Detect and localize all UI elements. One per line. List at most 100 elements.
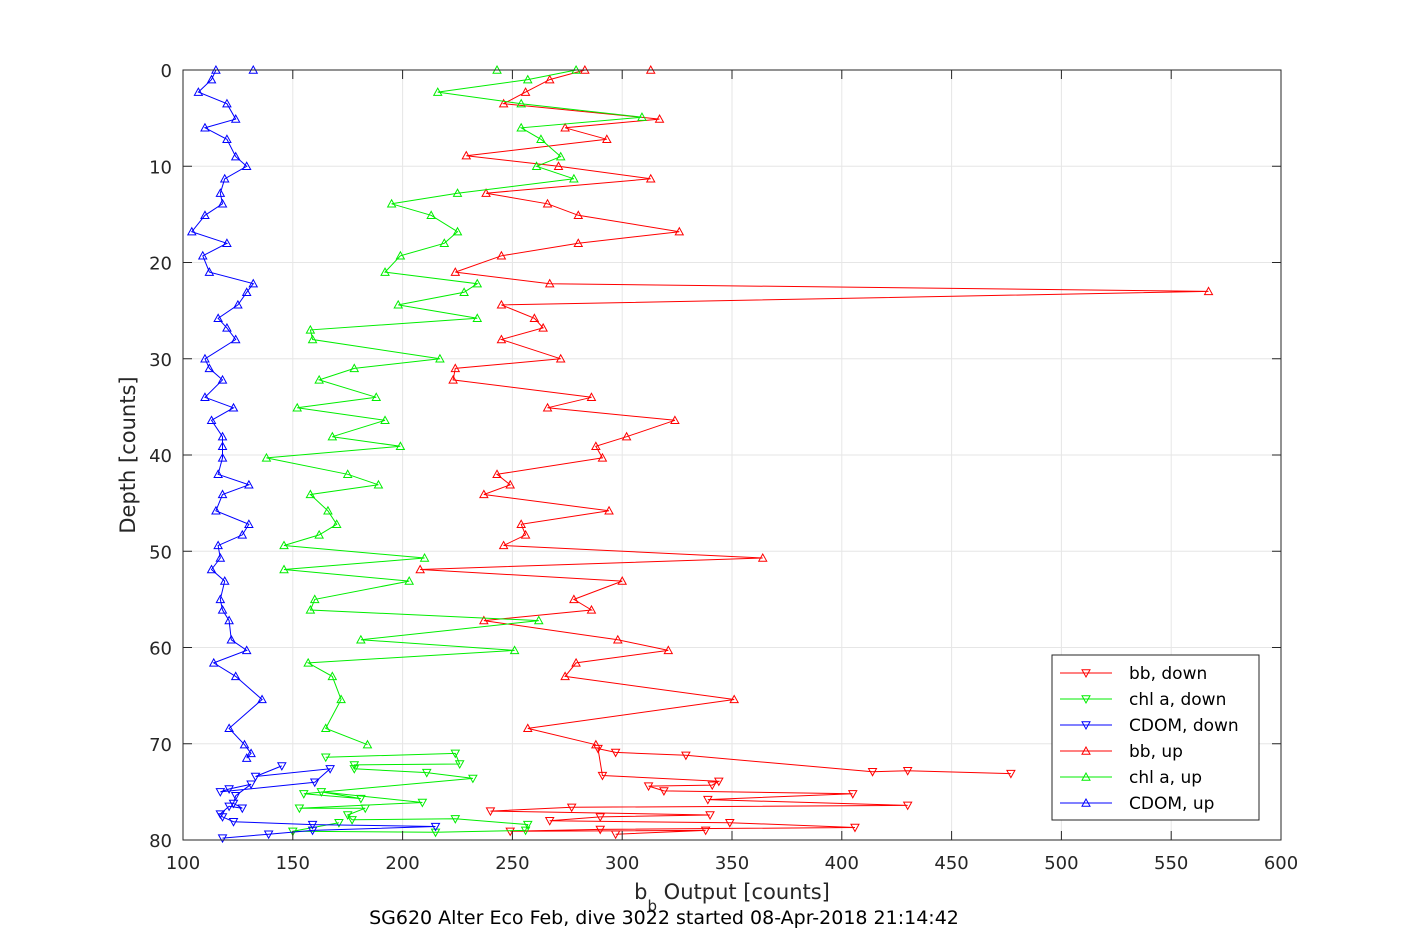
data-point-marker [459, 287, 469, 297]
data-point-marker [215, 788, 226, 797]
data-point-marker [902, 801, 913, 811]
data-point-marker [654, 114, 665, 123]
legend-label: CDOM, up [1129, 794, 1214, 814]
data-point-marker [342, 811, 353, 821]
y-tick-label: 30 [149, 350, 172, 371]
data-point-marker [430, 828, 441, 838]
data-point-marker [1203, 286, 1214, 296]
data-point-marker [681, 751, 691, 761]
data-point-marker [553, 161, 564, 170]
x-tick-label: 300 [605, 853, 639, 874]
data-point-marker [573, 210, 584, 220]
data-point-marker [217, 441, 228, 451]
data-point-marker [261, 452, 272, 462]
data-point-marker [347, 816, 357, 825]
data-point-marker [230, 671, 241, 681]
data-point-marker [230, 792, 241, 801]
data-point-marker [430, 822, 441, 832]
data-point-marker [612, 634, 623, 644]
data-point-marker [279, 564, 289, 574]
data-point-marker [292, 402, 303, 412]
data-point-marker [222, 322, 232, 332]
data-point-marker [566, 803, 577, 813]
data-point-marker [645, 173, 656, 183]
data-point-marker [204, 267, 215, 276]
x-axis-label-main: b [634, 880, 647, 904]
data-point-marker [362, 739, 373, 749]
data-point-marker [516, 519, 527, 528]
data-point-marker [601, 134, 612, 143]
x-tick-label: 350 [715, 853, 749, 874]
data-point-marker [417, 798, 428, 808]
data-point-marker [544, 278, 555, 288]
data-point-marker [435, 353, 445, 363]
data-point-marker [597, 771, 608, 781]
data-point-marker [204, 363, 215, 373]
data-point-marker [432, 87, 443, 96]
data-point-marker [327, 671, 338, 681]
data-point-marker [224, 723, 234, 733]
data-point-marker [472, 313, 483, 323]
data-point-marker [222, 238, 232, 247]
legend-label: chl a, down [1129, 690, 1226, 710]
data-point-marker [555, 151, 566, 161]
data-point-marker [237, 529, 248, 539]
data-point-marker [211, 505, 221, 515]
data-point-marker [217, 813, 228, 822]
data-point-marker [325, 765, 335, 774]
data-point-marker [213, 313, 223, 323]
data-point-marker [241, 161, 252, 170]
data-point-marker [560, 671, 570, 681]
data-point-marker [705, 811, 715, 821]
data-point-marker [371, 392, 382, 401]
data-point-marker [452, 188, 463, 197]
data-point-marker [237, 804, 248, 814]
data-point-marker [307, 820, 318, 830]
data-point-marker [516, 98, 527, 108]
data-point-marker [448, 374, 458, 384]
series-chl-a-down [287, 749, 533, 838]
data-point-marker [590, 739, 601, 749]
y-tick-label: 40 [149, 446, 172, 467]
legend-label: bb, up [1129, 742, 1183, 762]
legend-label: chl a, up [1129, 768, 1202, 788]
x-tick-label: 200 [385, 853, 419, 874]
data-point-marker [902, 767, 913, 776]
data-point-marker [224, 785, 234, 795]
data-point-marker [544, 817, 555, 826]
data-point-marker [206, 74, 217, 84]
data-point-marker [522, 74, 533, 84]
data-point-marker [531, 161, 542, 170]
data-point-marker [305, 604, 316, 614]
legend-marker [1081, 669, 1091, 679]
data-point-marker [404, 576, 415, 585]
data-point-marker [415, 564, 426, 574]
data-point-marker [479, 489, 489, 499]
data-point-marker [349, 765, 360, 774]
series-line [190, 69, 263, 759]
legend-marker [1081, 745, 1091, 755]
data-point-marker [193, 87, 204, 96]
data-point-marker [542, 402, 553, 412]
data-point-marker [452, 226, 463, 236]
series-layer [186, 64, 1214, 844]
data-point-marker [522, 820, 533, 830]
data-point-marker [222, 134, 232, 143]
x-axis-label-subscript: b [647, 897, 657, 915]
data-point-marker [200, 122, 210, 132]
data-point-marker [707, 781, 718, 791]
data-point-marker [380, 415, 390, 425]
data-point-marker [200, 210, 210, 220]
data-point-marker [373, 479, 384, 489]
data-point-marker [241, 753, 252, 762]
legend-marker [1081, 771, 1091, 781]
data-point-marker [307, 826, 318, 836]
data-point-marker [239, 739, 250, 749]
series-line [490, 747, 1011, 835]
data-point-marker [419, 552, 430, 562]
x-axis-label: bb Output [counts] [634, 880, 830, 915]
x-tick-label: 100 [166, 853, 200, 874]
data-point-marker [356, 634, 366, 644]
data-point-marker [544, 74, 555, 84]
data-point-marker [250, 772, 261, 782]
